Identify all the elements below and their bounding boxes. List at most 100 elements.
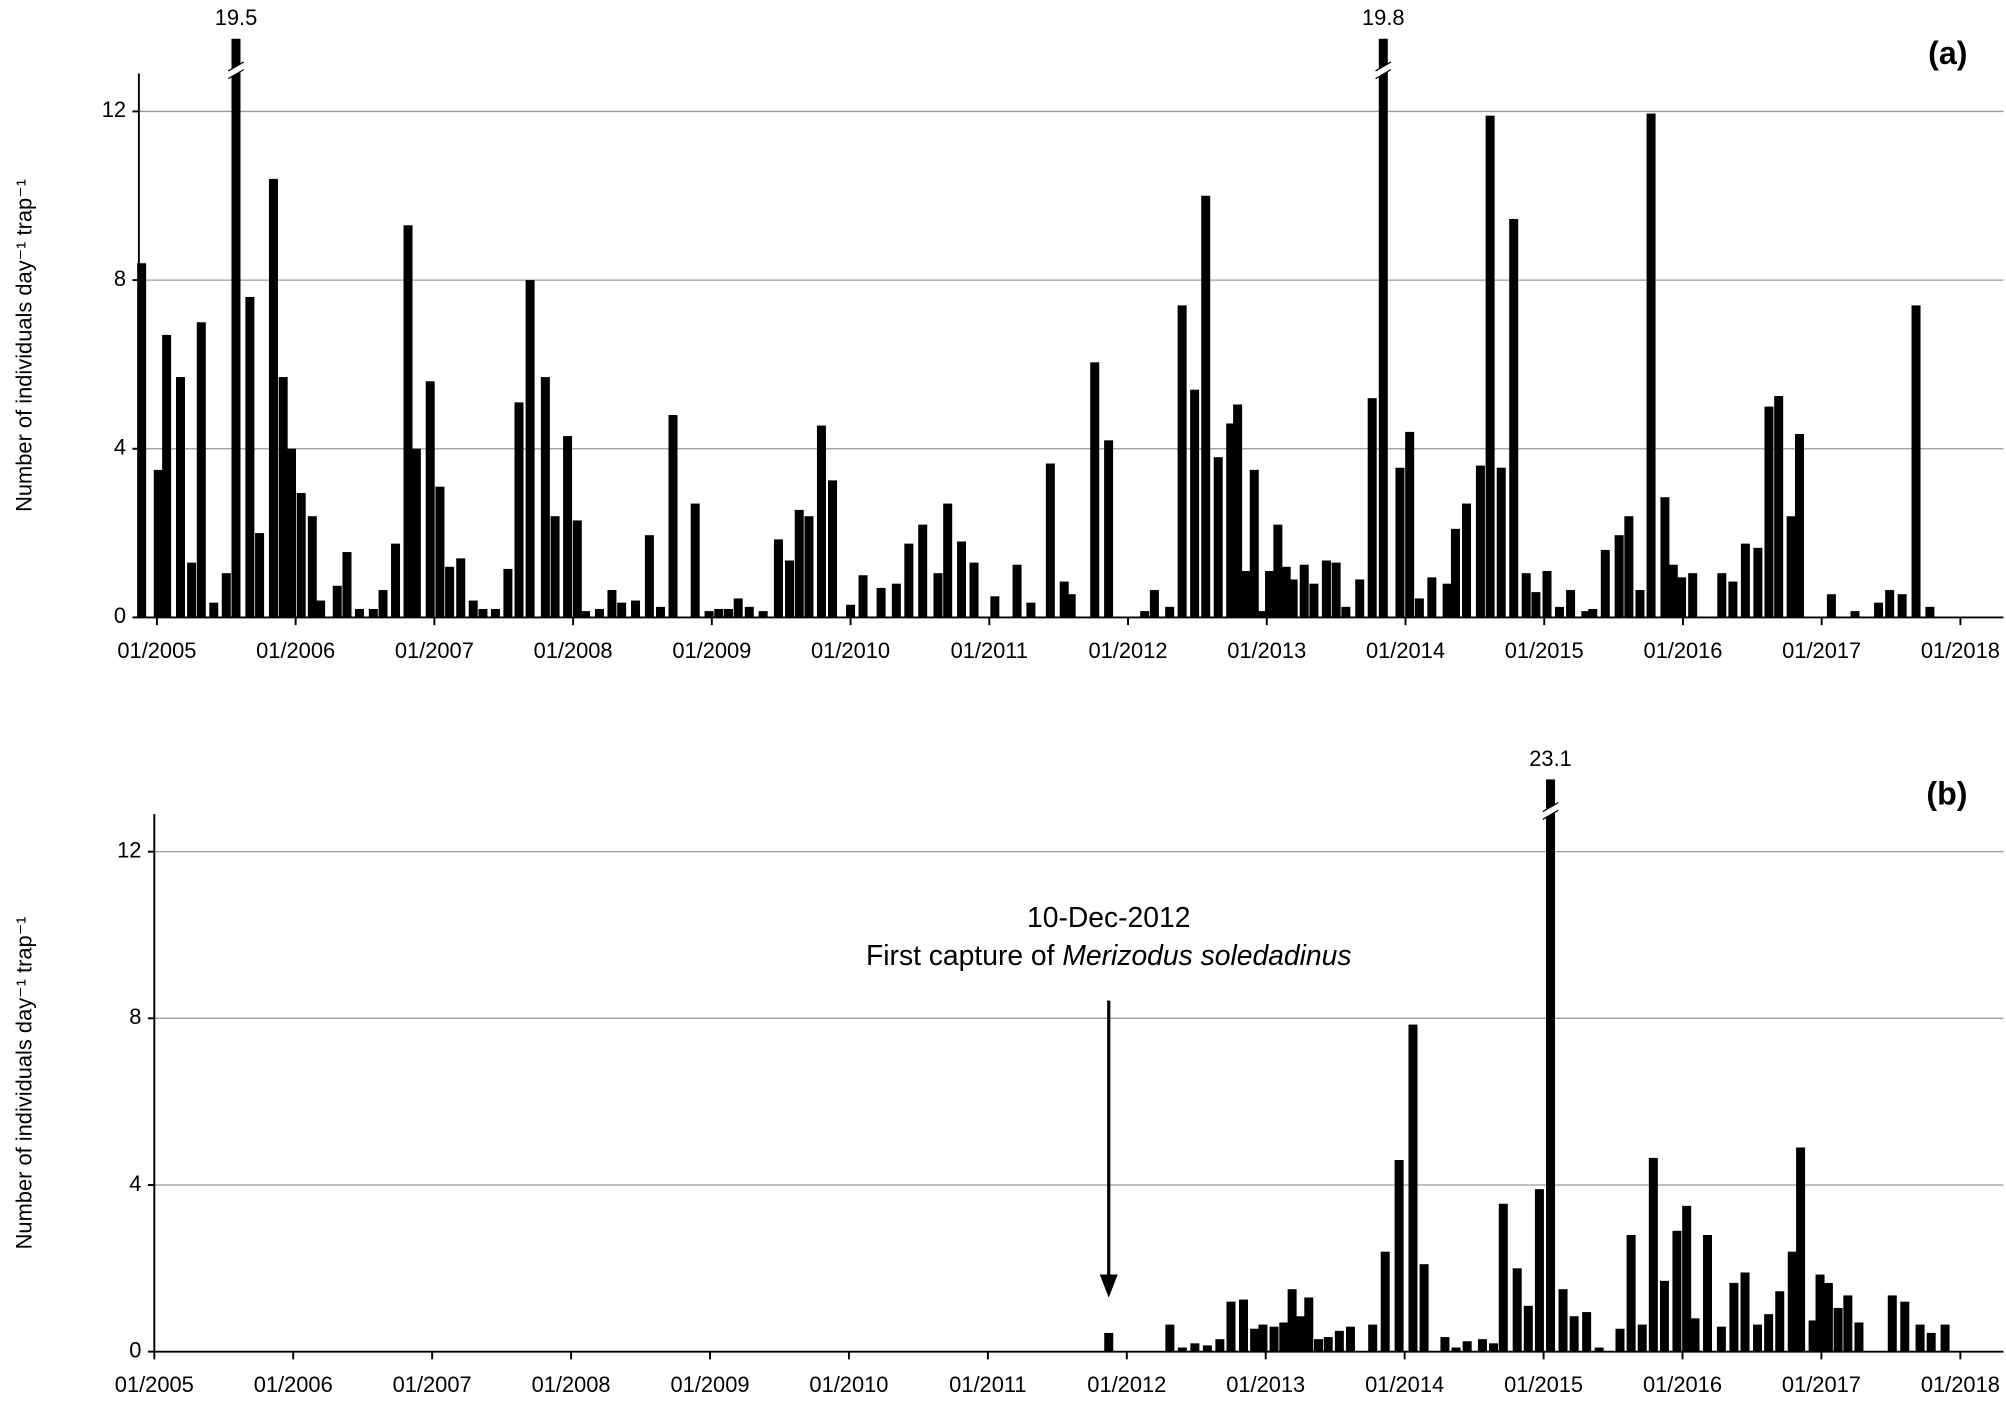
bar [255,533,265,618]
bar [1395,467,1405,618]
bar [1368,1324,1378,1352]
bar [490,608,500,618]
bar [1659,1280,1669,1352]
bar [858,575,868,618]
bar [1233,404,1243,618]
bar [1496,467,1506,618]
bar [342,552,352,618]
bar [1521,573,1531,618]
bar [1331,562,1341,618]
bar [1378,38,1388,618]
x-tick-label: 01/2010 [809,1372,888,1397]
bar [581,611,591,618]
bar [1213,457,1223,618]
bar [1600,549,1610,618]
bar [1202,1345,1212,1352]
bar [1256,611,1266,618]
x-tick-label: 01/2016 [1643,1372,1722,1397]
bar [456,558,466,618]
bar [631,600,641,618]
y-tick-label: 0 [114,603,126,628]
bar [1104,440,1114,618]
annotation-arrowhead [1099,1274,1118,1298]
bar [1104,1332,1114,1352]
y-tick-label: 4 [129,1171,141,1196]
bar [1419,1264,1429,1352]
bar [378,590,388,618]
x-tick-label: 01/2018 [1921,638,2000,663]
bar [1624,516,1634,618]
x-tick-label: 01/2006 [256,638,335,663]
bar [1475,465,1485,618]
bar [1690,1318,1700,1352]
bar [1440,1337,1450,1352]
bar [245,296,255,618]
bar [1874,602,1884,618]
bar [286,448,296,618]
x-tick-label: 01/2013 [1226,1372,1305,1397]
bar [1405,431,1415,618]
y-tick-label: 12 [117,837,141,862]
bar [1012,564,1022,618]
bar [550,516,560,618]
bar [1753,547,1763,618]
bar [1059,581,1069,618]
bar [307,516,317,618]
bar [1215,1339,1225,1352]
bar [1635,590,1645,618]
bar [1451,1347,1461,1352]
bar [368,608,378,618]
bar [1850,611,1860,618]
bar [435,486,445,618]
bar [1911,305,1921,618]
bar [1740,543,1750,618]
bar [1897,594,1907,618]
bar [525,280,535,618]
axis-break [228,61,244,79]
y-tick-label: 8 [129,1004,141,1029]
bar [1489,1343,1499,1352]
bar [1546,779,1556,1352]
x-tick-label: 01/2013 [1227,638,1306,663]
x-tick-label: 01/2015 [1504,1372,1583,1397]
annotation-text-part: First capture of [866,940,1062,972]
y-tick-label: 8 [114,266,126,291]
bar [221,573,231,618]
bar [1740,1272,1750,1352]
bar [1677,577,1687,618]
bar [1648,1157,1658,1352]
bar [1542,571,1552,618]
bar [957,541,967,618]
bar [1534,1189,1544,1352]
y-tick-label: 12 [102,97,126,122]
bar [175,377,185,618]
bar [1764,406,1774,618]
value-label: 19.8 [1362,5,1405,30]
bar [278,377,288,618]
bar [1249,469,1259,618]
bar [1668,564,1678,618]
bar [1341,606,1351,618]
bar [1925,606,1935,618]
bar [1321,560,1331,618]
bar [1334,1330,1344,1352]
bar [1885,590,1895,618]
bar [187,562,197,618]
bar [723,608,733,618]
y-axis-label: Number of individuals day⁻¹ trap⁻¹ [11,179,36,512]
bar [1190,389,1200,618]
bar [1826,594,1836,618]
bar [668,415,678,618]
bar [1588,608,1598,618]
x-tick-label: 01/2009 [672,638,751,663]
bar [1512,1268,1522,1352]
y-axis-label: Number of individuals day⁻¹ trap⁻¹ [11,916,36,1249]
bar [563,436,573,618]
bar [1887,1295,1897,1352]
panel-label: (a) [1928,35,1967,71]
bar [1045,463,1055,618]
bar [425,381,435,618]
bar [1774,396,1784,618]
axis-break-line [227,61,245,72]
bar [296,493,306,618]
